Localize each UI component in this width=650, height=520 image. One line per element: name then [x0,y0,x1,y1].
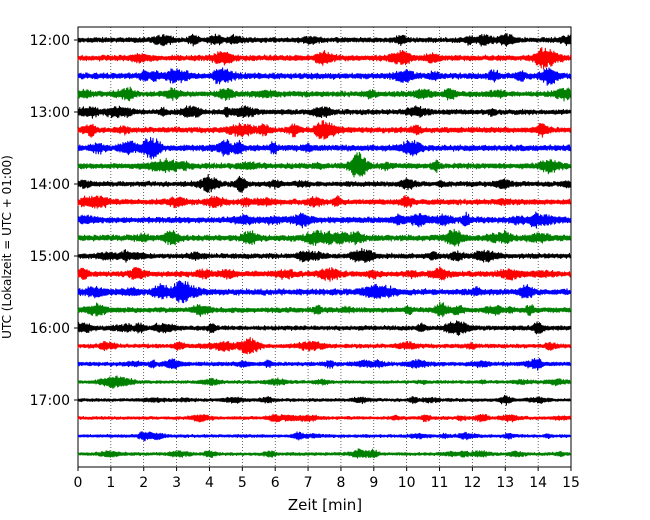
x-tick-label-5: 5 [238,475,247,491]
x-tick-label-14: 14 [529,475,547,491]
x-tick-label-8: 8 [336,475,345,491]
trace-row-15 [77,301,572,318]
trace-row-5 [77,120,572,140]
trace-row-4 [77,105,572,119]
trace-row-1 [77,46,572,70]
trace-row-16 [77,320,572,336]
trace-row-11 [77,228,572,247]
trace-row-20 [77,394,572,406]
trace-row-6 [77,137,572,160]
y-axis-ticks: 12:00 13:00 14:00 15:00 16:00 17:00 [30,33,78,409]
x-tick-label-4: 4 [205,475,214,491]
trace-row-9 [77,195,572,209]
trace-row-18 [77,357,572,371]
plot-frame [77,26,572,468]
trace-row-12 [77,247,572,263]
x-tick-label-1: 1 [106,475,115,491]
y-tick-label-1: 13:00 [30,105,70,121]
x-tick-label-10: 10 [398,475,416,491]
trace-row-21 [77,413,572,423]
x-tick-label-0: 0 [74,475,83,491]
x-tick-label-12: 12 [463,475,481,491]
y-tick-label-2: 14:00 [30,177,70,193]
trace-row-23 [77,448,572,459]
trace-row-7 [77,151,572,178]
y-tick-label-5: 17:00 [30,393,70,409]
trace-row-17 [77,336,572,355]
x-axis-ticks: 0 1 2 3 4 5 6 7 8 9 10 11 12 13 14 15 [74,467,580,491]
trace-row-0 [77,33,572,47]
trace-row-10 [77,211,572,229]
trace-row-3 [77,86,572,102]
trace-row-22 [77,431,572,442]
x-tick-label-3: 3 [172,475,181,491]
x-tick-label-2: 2 [139,475,148,491]
trace-row-13 [77,266,572,282]
trace-row-14 [77,280,572,304]
x-tick-label-9: 9 [369,475,378,491]
x-axis-label: Zeit [min] [288,496,362,514]
y-tick-label-3: 15:00 [30,249,70,265]
y-axis-label: UTC (Lokalzeit = UTC + 01:00) [0,155,14,339]
x-tick-label-7: 7 [304,475,313,491]
y-tick-label-4: 16:00 [30,321,70,337]
x-tick-label-15: 15 [562,475,580,491]
vertical-grid [110,27,539,467]
trace-row-2 [77,67,572,86]
trace-row-19 [77,375,572,389]
trace-layer [77,33,572,459]
trace-row-8 [77,173,572,193]
x-tick-label-13: 13 [496,475,514,491]
x-tick-label-6: 6 [271,475,280,491]
x-tick-label-11: 11 [431,475,449,491]
y-tick-label-0: 12:00 [30,33,70,49]
